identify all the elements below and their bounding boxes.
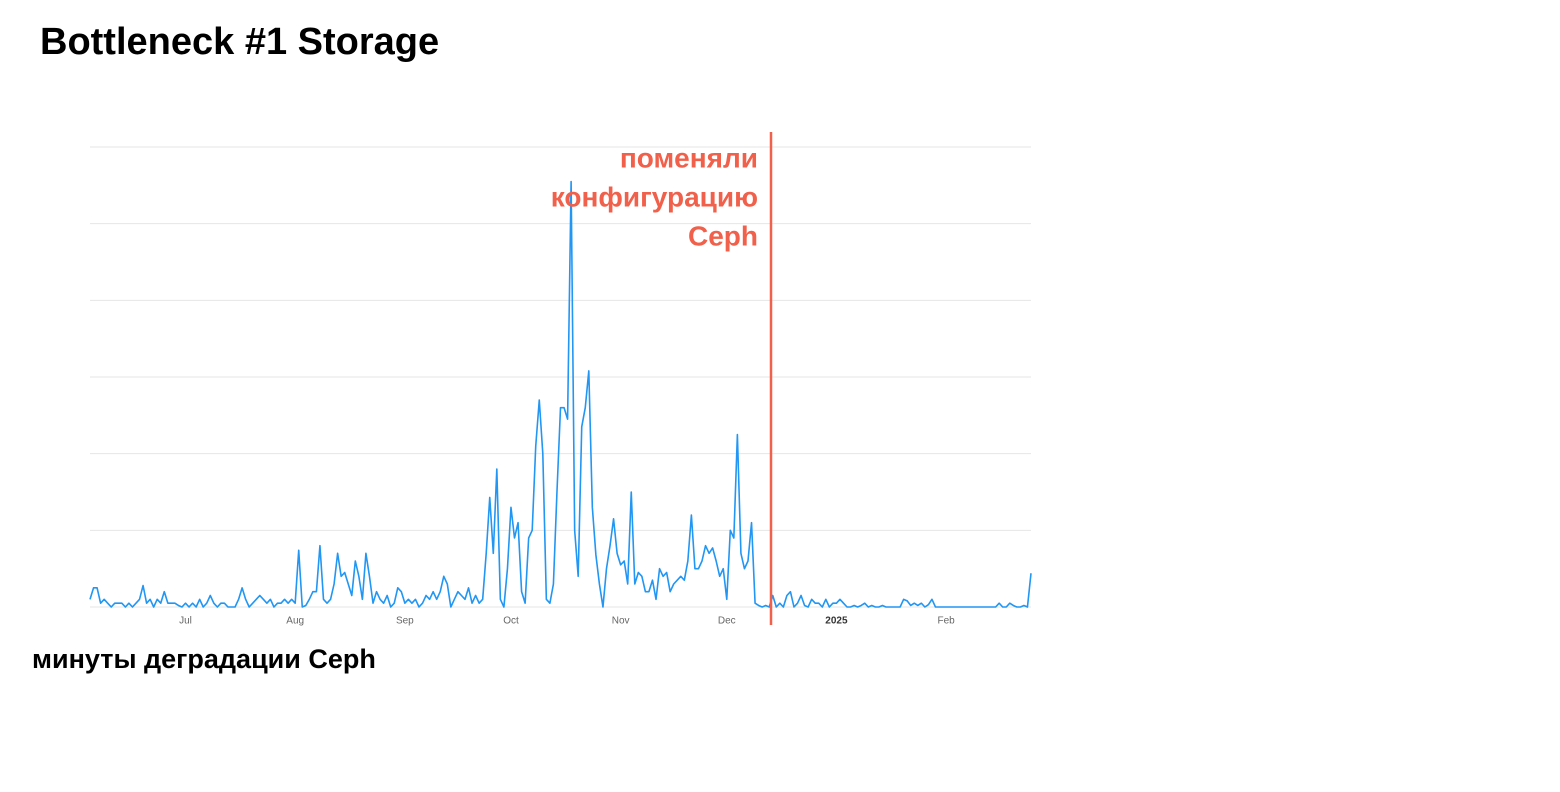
x-tick-label: Feb [937,616,955,627]
annotation-text: поменяли [620,142,758,173]
annotation-text: Ceph [688,220,758,251]
x-tick-label: Sep [396,616,414,627]
x-tick-label: Jul [179,616,192,627]
x-tick-label: Aug [286,616,304,627]
caption: минуты деградации Ceph [32,644,376,674]
x-tick-label: Oct [503,616,519,627]
data-line [89,180,1032,608]
slide-title: Bottleneck #1 Storage [40,21,439,63]
x-tick-label: 2025 [825,616,848,627]
x-tick-label: Dec [718,616,736,627]
x-tick-label: Nov [612,616,630,627]
annotation-text: конфигурацию [551,181,758,212]
